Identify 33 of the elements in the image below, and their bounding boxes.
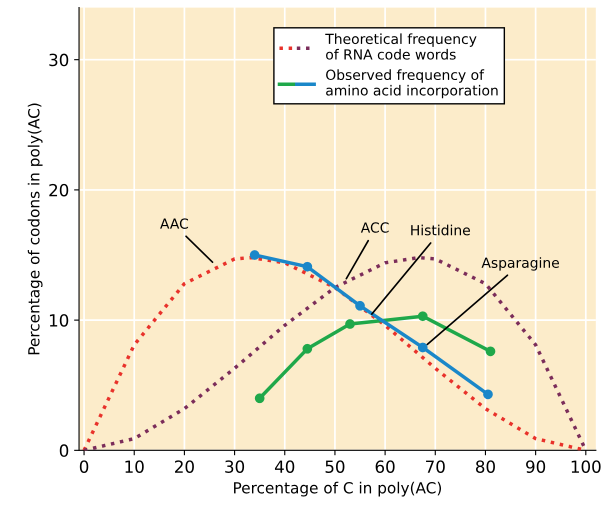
- y-tick-label: 10: [50, 314, 68, 327]
- x-tick-label: 20: [175, 460, 194, 473]
- x-tick-label: 80: [476, 460, 495, 473]
- annotation: Asparagine: [482, 257, 559, 271]
- x-tick-label: 0: [80, 460, 88, 473]
- x-tick-label: 90: [526, 460, 546, 473]
- point: [302, 262, 312, 272]
- y-tick-label: 20: [49, 184, 68, 196]
- y-axis-title: Percentage of codons in poly(AC): [28, 104, 43, 354]
- x-axis-title: Percentage of C in poly(AC): [234, 482, 442, 497]
- point: [483, 389, 493, 400]
- y-tick-label: 30: [49, 54, 68, 66]
- annotation: Histidine: [411, 224, 470, 236]
- point: [418, 311, 428, 322]
- legend-label: Theoretical frequency of RNA code words: [325, 33, 477, 60]
- x-tick-label: 30: [225, 460, 244, 473]
- point: [345, 319, 355, 329]
- point: [486, 346, 496, 356]
- annotation: AAC: [160, 218, 188, 229]
- x-tick-label: 70: [426, 460, 445, 473]
- y-tick-label: 0: [60, 444, 68, 457]
- point: [250, 250, 260, 260]
- x-tick-label: 10: [125, 460, 144, 473]
- annotation: ACC: [360, 222, 389, 233]
- x-tick-label: 60: [376, 460, 395, 473]
- legend-label: Observed frequency of amino acid incorporation: [326, 69, 498, 98]
- point: [418, 342, 428, 352]
- point: [302, 344, 312, 354]
- x-tick-label: 50: [326, 460, 344, 473]
- point: [355, 300, 365, 311]
- point: [254, 393, 265, 404]
- x-tick-label: 40: [274, 460, 294, 473]
- x-tick-label: 100: [572, 460, 601, 473]
